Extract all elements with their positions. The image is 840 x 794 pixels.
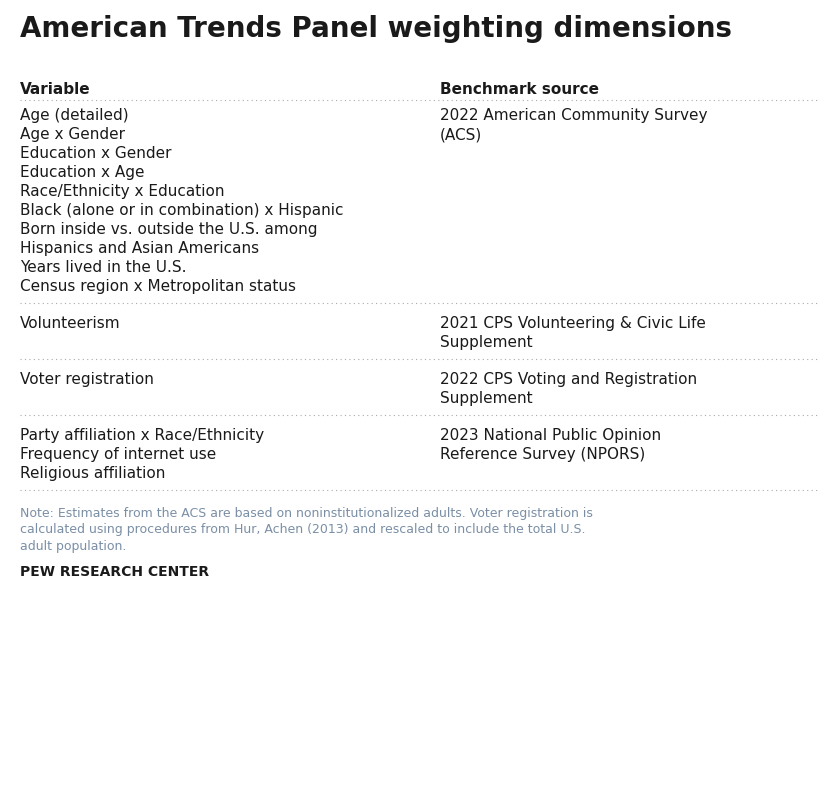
Text: Religious affiliation: Religious affiliation <box>20 466 165 481</box>
Text: Census region x Metropolitan status: Census region x Metropolitan status <box>20 279 296 294</box>
Text: Years lived in the U.S.: Years lived in the U.S. <box>20 260 186 275</box>
Text: Party affiliation x Race/Ethnicity: Party affiliation x Race/Ethnicity <box>20 428 264 443</box>
Text: Variable: Variable <box>20 82 91 97</box>
Text: Frequency of internet use: Frequency of internet use <box>20 447 216 462</box>
Text: Black (alone or in combination) x Hispanic: Black (alone or in combination) x Hispan… <box>20 203 344 218</box>
Text: Voter registration: Voter registration <box>20 372 154 387</box>
Text: Education x Gender: Education x Gender <box>20 146 171 161</box>
Text: 2021 CPS Volunteering & Civic Life
Supplement: 2021 CPS Volunteering & Civic Life Suppl… <box>440 316 706 350</box>
Text: 2023 National Public Opinion
Reference Survey (NPORS): 2023 National Public Opinion Reference S… <box>440 428 661 462</box>
Text: Age (detailed): Age (detailed) <box>20 108 129 123</box>
Text: 2022 American Community Survey
(ACS): 2022 American Community Survey (ACS) <box>440 108 707 142</box>
Text: 2022 CPS Voting and Registration
Supplement: 2022 CPS Voting and Registration Supplem… <box>440 372 697 407</box>
Text: Volunteerism: Volunteerism <box>20 316 121 331</box>
Text: Race/Ethnicity x Education: Race/Ethnicity x Education <box>20 184 224 199</box>
Text: PEW RESEARCH CENTER: PEW RESEARCH CENTER <box>20 565 209 579</box>
Text: Note: Estimates from the ACS are based on noninstitutionalized adults. Voter reg: Note: Estimates from the ACS are based o… <box>20 507 593 553</box>
Text: Benchmark source: Benchmark source <box>440 82 599 97</box>
Text: Born inside vs. outside the U.S. among
Hispanics and Asian Americans: Born inside vs. outside the U.S. among H… <box>20 222 318 256</box>
Text: American Trends Panel weighting dimensions: American Trends Panel weighting dimensio… <box>20 15 732 43</box>
Text: Age x Gender: Age x Gender <box>20 127 125 142</box>
Text: Education x Age: Education x Age <box>20 165 144 180</box>
